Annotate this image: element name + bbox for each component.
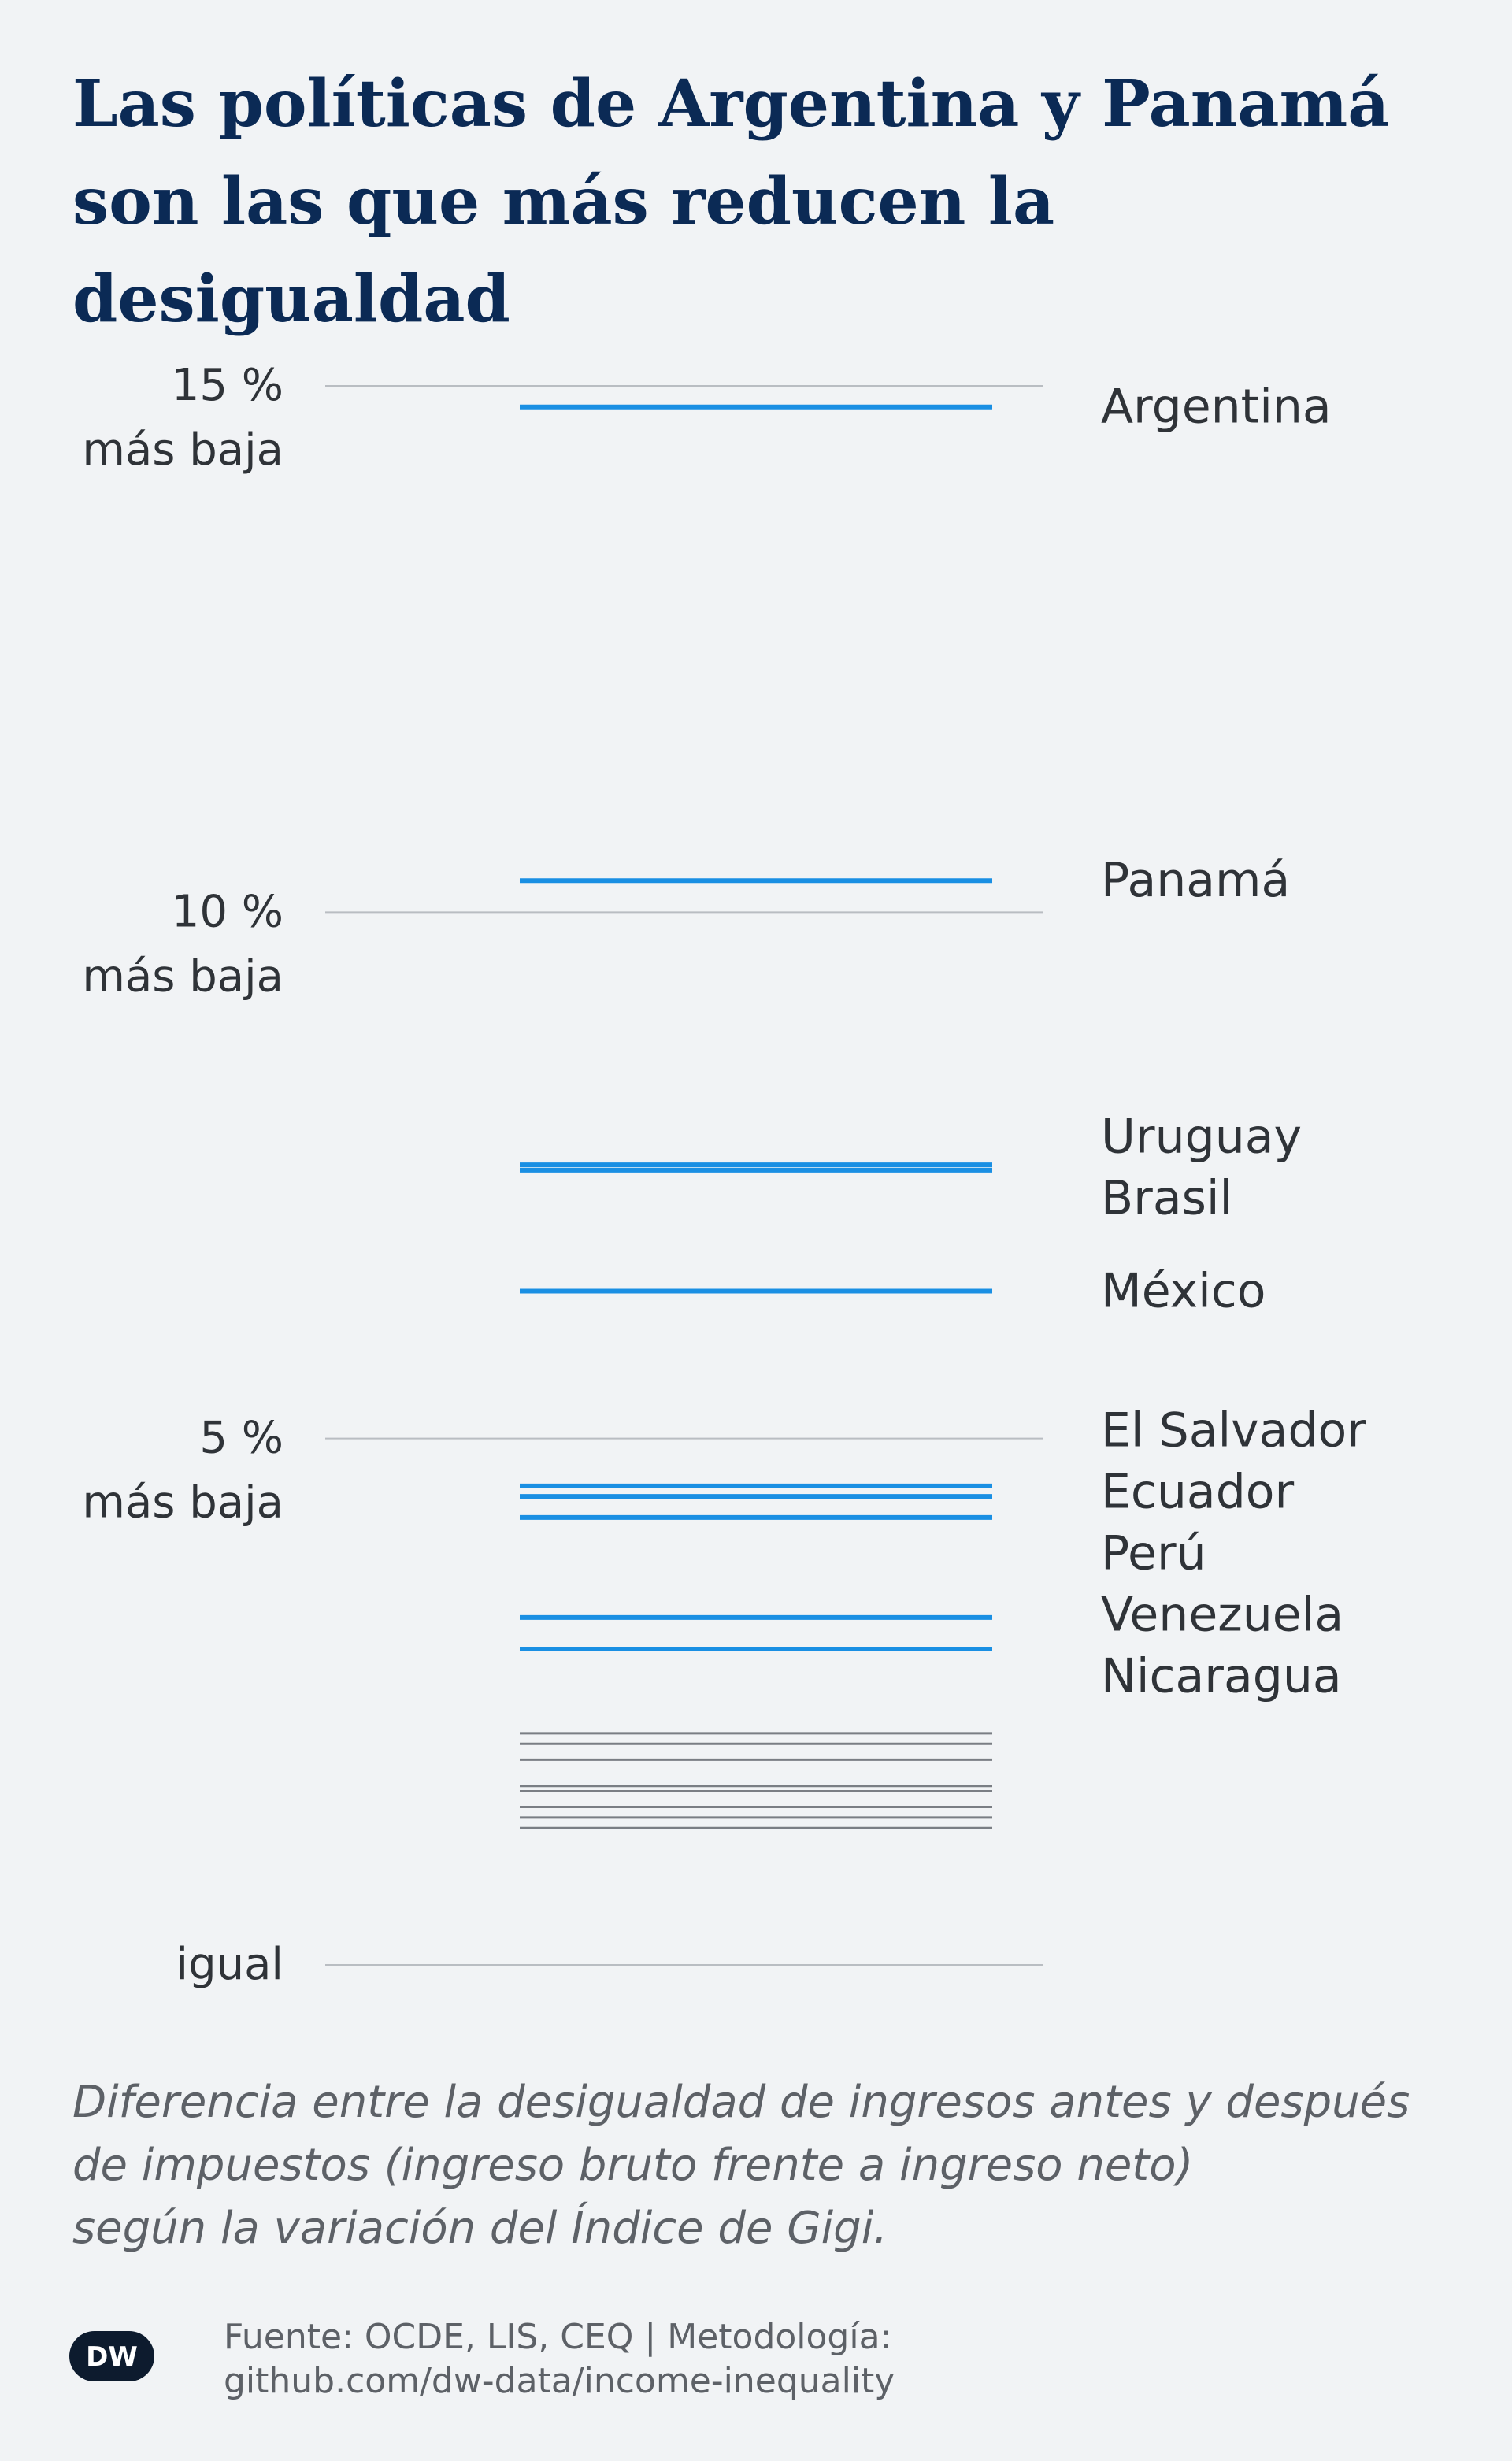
source-note: Fuente: OCDE, LIS, CEQ | Metodología: gi… (224, 2315, 895, 2404)
y-tick-label-2: 5 % más baja (82, 1413, 284, 1529)
caption-line-2: de impuestos (ingreso bruto frente a ing… (72, 2140, 1194, 2191)
source-line-2[interactable]: github.com/dw-data/income-inequality (224, 2361, 895, 2401)
dw-logo-text: DW (86, 2341, 138, 2373)
country-label-nicaragua: Nicaragua (1101, 1648, 1342, 1703)
y-tick-value: 15 % (172, 360, 284, 411)
source-line-1: Fuente: OCDE, LIS, CEQ | Metodología: (224, 2317, 892, 2357)
chart-area: 15 % más baja 10 % más baja 5 % más baja igual… (82, 360, 1366, 1990)
other-country-lines (520, 1732, 992, 1829)
y-tick-value: 5 % (199, 1413, 284, 1464)
y-tick-label-1: 10 % más baja (82, 886, 284, 1002)
title-line-2: son las que más reducen la desigualdad (72, 164, 1055, 337)
y-tick-label-3: igual (176, 1939, 284, 1990)
y-tick-suffix: más baja (82, 424, 284, 476)
country-label-ecuador: Ecuador (1101, 1464, 1294, 1519)
title-line-1: Las políticas de Argentina y Panamá (72, 66, 1390, 142)
country-labels: Argentina Panamá Uruguay Brasil México El Sal… (1101, 380, 1366, 1704)
chart-title: Las políticas de Argentina y Panamá son … (72, 55, 1474, 348)
chart-caption: Diferencia entre la desigualdad de ingre… (72, 2071, 1458, 2260)
y-tick-suffix: más baja (82, 1477, 284, 1529)
country-label-el-salvador: El Salvador (1101, 1403, 1366, 1458)
highlighted-country-lines (520, 404, 992, 1651)
y-tick-suffix: más baja (82, 951, 284, 1002)
y-tick-label-0: 15 % más baja (82, 360, 284, 476)
country-label-venezuela: Venezuela (1101, 1587, 1343, 1642)
y-tick-labels: 15 % más baja 10 % más baja 5 % más baja igual (82, 360, 284, 1990)
country-label-panama: Panamá (1101, 853, 1290, 908)
country-label-uruguay: Uruguay (1101, 1109, 1302, 1164)
footer: DW Fuente: OCDE, LIS, CEQ | Metodología:… (69, 2315, 1408, 2410)
gridlines (325, 385, 1043, 1966)
country-label-argentina: Argentina (1101, 380, 1332, 435)
y-tick-value: 10 % (172, 886, 284, 937)
caption-line-1: Diferencia entre la desigualdad de ingre… (72, 2077, 1410, 2128)
caption-line-3: según la variación del Índice de Gigi. (72, 2203, 888, 2254)
dw-logo-mark: DW (86, 2341, 138, 2373)
y-tick-value: igual (176, 1939, 284, 1990)
country-label-brasil: Brasil (1101, 1170, 1232, 1225)
country-label-mexico: México (1101, 1264, 1266, 1319)
dw-logo: DW (69, 2331, 154, 2381)
country-label-peru: Perú (1101, 1525, 1206, 1581)
